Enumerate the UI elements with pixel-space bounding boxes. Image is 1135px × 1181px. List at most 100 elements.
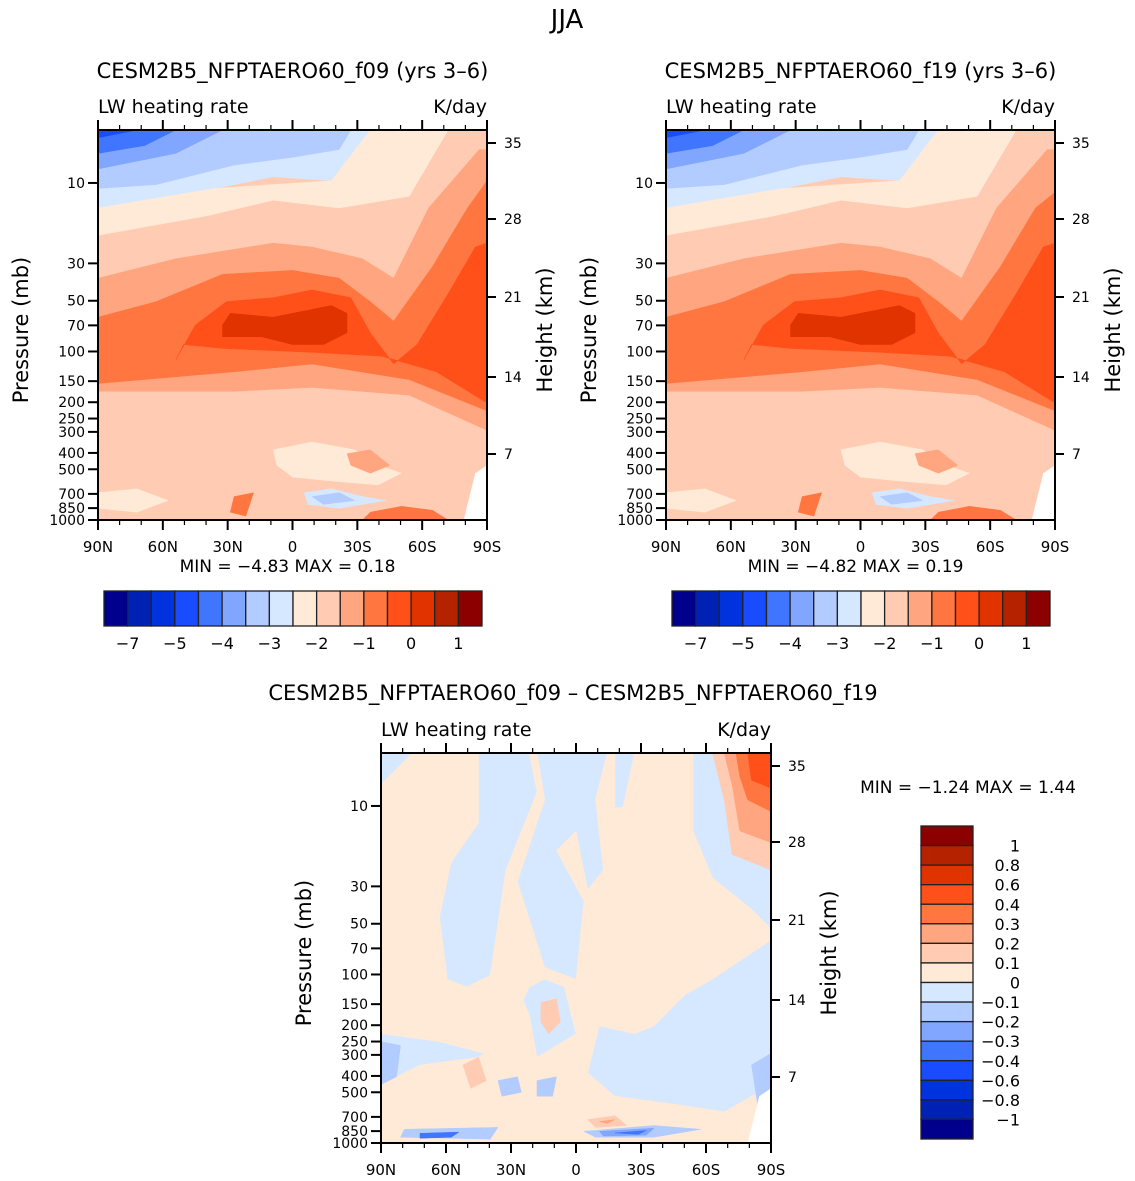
min-value: −4.83 (237, 557, 289, 577)
y-tick-label: 700 (341, 1110, 368, 1126)
y-axis-label-right: Height (km) (817, 890, 841, 1015)
y-tick-label: 50 (67, 294, 85, 310)
max-label: MAX = (289, 557, 357, 577)
y-tick-label: 100 (626, 344, 653, 360)
contour-region (98, 130, 177, 154)
colorbar-label: −0.1 (981, 993, 1020, 1012)
y-tick-label: 70 (67, 318, 85, 334)
y-tick-label: 250 (626, 412, 653, 428)
colorbar-label: 0.3 (995, 915, 1020, 934)
colorbar-box (386, 590, 412, 627)
x-tick-label: 0 (856, 538, 866, 556)
missing-data-region (1031, 465, 1055, 520)
min-max-label: MIN = −1.24 MAX = 1.44 (860, 778, 1076, 798)
y-axis-label: Pressure (mb) (292, 880, 316, 1027)
panel-top-right: CESM2B5_NFPTAERO60_f19 (yrs 3–6) LW heati… (577, 59, 1125, 653)
y-tick-label: 300 (626, 425, 653, 441)
height-tick-label: 14 (788, 993, 806, 1009)
contour-region (497, 1076, 522, 1097)
height-tick-label: 14 (1072, 370, 1090, 386)
min-label: MIN = (860, 778, 917, 798)
colorbar-box (920, 1020, 974, 1042)
colorbar-box (920, 825, 974, 847)
y-tick-label: 200 (626, 395, 653, 411)
contour-region (346, 449, 391, 474)
y-tick-label: 1000 (617, 513, 653, 529)
colorbar-box (197, 590, 223, 627)
min-value: −1.24 (918, 778, 970, 798)
contour-region (930, 506, 1017, 520)
y-tick-label: 300 (58, 425, 85, 441)
colorbar-box (931, 590, 957, 627)
colorbar-box (920, 942, 974, 964)
contour-region (614, 1130, 647, 1135)
min-max-label: MIN = −4.83 MAX = 0.18 (180, 557, 396, 577)
contour-region (879, 492, 923, 505)
contour-region (98, 488, 169, 513)
height-tick-label: 14 (504, 370, 522, 386)
colorbar-label: −4 (210, 634, 234, 653)
y-tick-label: 1000 (49, 513, 85, 529)
colorbar-label: 0.8 (995, 856, 1020, 875)
panel-title: CESM2B5_NFPTAERO60_f09 – CESM2B5_NFPTAER… (268, 681, 877, 706)
x-tick-label: 90N (651, 538, 681, 556)
missing-data-region (747, 1088, 771, 1143)
colorbar-label: −2 (305, 634, 329, 653)
colorbar-box (126, 590, 152, 627)
colorbar-box (836, 590, 862, 627)
colorbar-box (434, 590, 460, 627)
colorbar-label: −5 (163, 634, 187, 653)
x-tick-label: 90N (366, 1161, 396, 1179)
x-tick-label: 30S (343, 538, 372, 556)
colorbar-label: 0 (406, 634, 416, 653)
colorbar-box (742, 590, 768, 627)
colorbar-box (174, 590, 200, 627)
colorbar: 10.80.60.40.30.20.10−0.1−0.2−0.3−0.4−0.6… (920, 825, 1020, 1140)
contour-region (540, 998, 561, 1035)
height-tick-label: 35 (504, 136, 522, 152)
contour-region (798, 492, 822, 517)
colorbar-box (1025, 590, 1051, 627)
y-tick-label: 850 (626, 501, 653, 517)
colorbar-label: 0.1 (995, 954, 1020, 973)
x-tick-label: 90S (757, 1161, 786, 1179)
contour-region (230, 492, 254, 517)
y-tick-label: 850 (58, 501, 85, 517)
units-label: K/day (1001, 96, 1055, 118)
colorbar-label: −1 (996, 1110, 1020, 1129)
x-tick-label: 90S (473, 538, 502, 556)
colorbar-label: −0.3 (981, 1032, 1020, 1051)
x-tick-label: 60S (976, 538, 1005, 556)
height-tick-label: 28 (788, 835, 806, 851)
x-tick-label: 60S (408, 538, 437, 556)
x-tick-label: 60N (716, 538, 746, 556)
x-tick-label: 60N (148, 538, 178, 556)
y-tick-label: 200 (58, 395, 85, 411)
units-label: K/day (433, 96, 487, 118)
missing-data-region (463, 465, 487, 520)
colorbar-label: −3 (258, 634, 282, 653)
colorbar-box (920, 981, 974, 1003)
colorbar-box (920, 1001, 974, 1023)
contour-field (381, 753, 771, 1143)
colorbar: −7 −5 −4 −3 −2 −1 0 1 (671, 590, 1051, 653)
min-value: −4.82 (805, 557, 857, 577)
colorbar-box (920, 923, 974, 945)
colorbar-box (410, 590, 436, 627)
colorbar-label: −4 (778, 634, 802, 653)
y-tick-label: 500 (58, 462, 85, 478)
colorbar-label: −0.6 (981, 1071, 1020, 1090)
x-tick-label: 0 (288, 538, 298, 556)
min-label: MIN = (748, 557, 805, 577)
colorbar-label: 1 (1021, 634, 1031, 653)
max-label: MAX = (857, 557, 925, 577)
colorbar-box (245, 590, 271, 627)
contour-region (362, 506, 449, 520)
y-tick-label: 10 (635, 176, 653, 192)
y-tick-label: 250 (58, 412, 85, 428)
contour-region (840, 441, 970, 486)
colorbar-label: −5 (731, 634, 755, 653)
y-axis-label-right: Height (km) (1101, 267, 1125, 392)
y-tick-label: 500 (626, 462, 653, 478)
